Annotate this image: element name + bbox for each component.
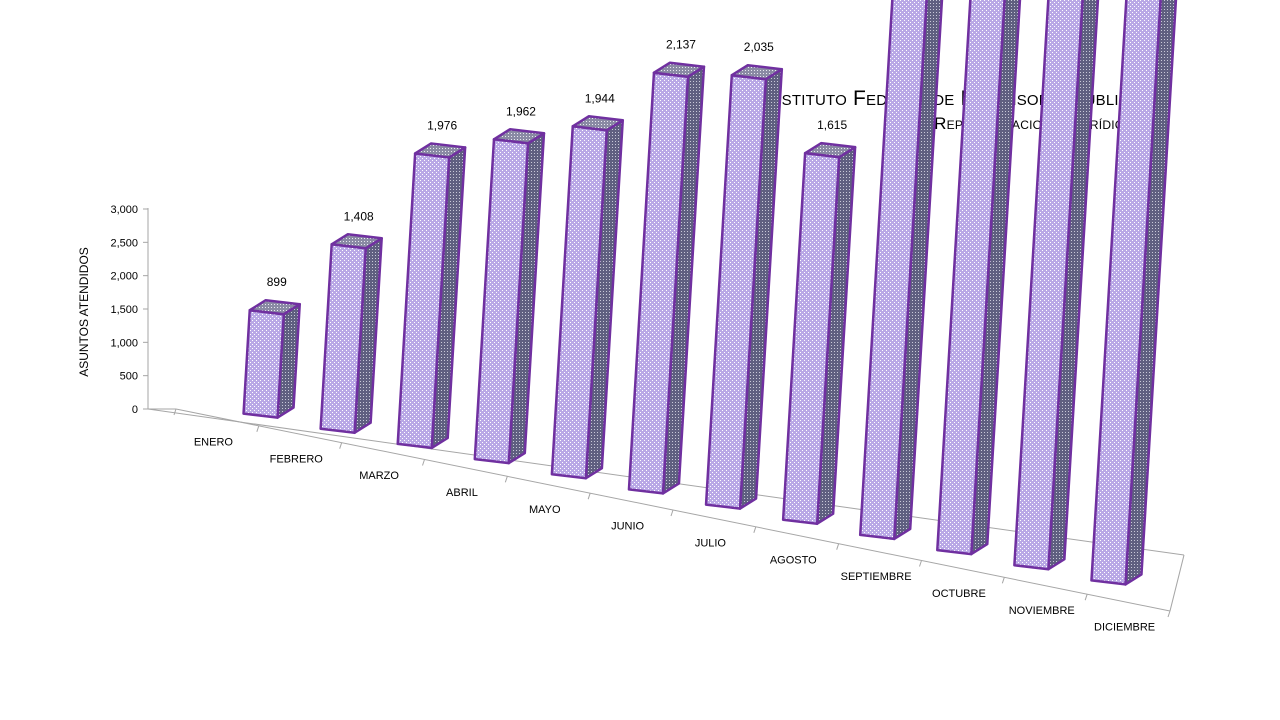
x-tick-label: NOVIEMBRE	[1009, 605, 1075, 617]
floor-edge-line	[1169, 554, 1185, 612]
bar	[627, 61, 706, 495]
bar-top-face	[571, 115, 625, 132]
x-tick-mark	[504, 476, 508, 483]
x-tick-mark	[919, 560, 922, 567]
x-tick-label: MARZO	[359, 470, 399, 482]
x-tick-label: FEBRERO	[270, 453, 324, 465]
y-axis-line	[147, 208, 176, 410]
bar-value-label: 1,408	[344, 209, 374, 223]
x-tick-label: OCTUBRE	[932, 588, 986, 600]
x-tick-label: MAYO	[529, 504, 561, 516]
y-tick-label: 2,000	[110, 271, 138, 283]
x-tick-label: DICIEMBRE	[1094, 622, 1155, 634]
y-tick-label: 3,000	[110, 204, 138, 216]
bar-top-face	[330, 233, 383, 250]
x-tick-label: ABRIL	[446, 487, 478, 499]
x-tick-label: ENERO	[194, 436, 234, 448]
x-tick-label: SEPTIEMBRE	[841, 571, 912, 583]
bar	[704, 63, 784, 510]
x-tick-mark	[1167, 610, 1171, 618]
bar	[858, 0, 944, 541]
bar-front-face	[1013, 0, 1084, 571]
bar-value-label: 2,035	[744, 40, 774, 54]
bar-value-label: 1,962	[506, 104, 536, 118]
bar-value-label: 1,944	[585, 91, 615, 105]
bar	[242, 298, 301, 419]
bar-top-face	[492, 128, 546, 145]
bar	[396, 142, 467, 450]
bar-top-face	[803, 141, 857, 159]
x-tick-mark	[836, 543, 840, 550]
y-tick-label: 1,000	[110, 337, 138, 349]
bar-front-face	[1090, 0, 1162, 586]
bar-front-face	[242, 308, 285, 419]
x-tick-mark	[339, 442, 343, 449]
x-tick-mark	[256, 425, 260, 432]
bar-front-face	[858, 0, 928, 541]
x-tick-label: AGOSTO	[770, 554, 817, 566]
bar-value-label: 899	[267, 275, 287, 289]
bar	[1090, 0, 1178, 586]
bar	[781, 141, 857, 525]
x-tick-mark	[670, 509, 674, 517]
bar	[473, 128, 546, 465]
bar	[936, 0, 1022, 556]
bar	[1013, 0, 1100, 571]
x-tick-mark	[422, 459, 425, 466]
x-tick-mark	[1084, 594, 1088, 601]
x-tick-mark	[753, 526, 757, 533]
x-tick-mark	[1001, 577, 1005, 584]
bar-top-face	[413, 142, 467, 159]
bar	[550, 115, 625, 480]
x-tick-mark	[587, 493, 591, 500]
bar-value-label: 2,137	[666, 38, 696, 52]
bar-top-face	[730, 63, 784, 81]
x-tick-mark	[173, 408, 177, 416]
y-tick-label: 2,500	[110, 237, 138, 249]
bar-value-label: 1,976	[427, 118, 457, 132]
bar	[319, 233, 383, 434]
bar-top-face	[652, 61, 706, 78]
y-tick-label: 1,500	[110, 304, 138, 316]
bar-front-face	[936, 0, 1006, 556]
x-tick-label: JUNIO	[611, 521, 644, 533]
y-tick-label: 0	[132, 404, 138, 416]
x-tick-label: JULIO	[695, 537, 727, 549]
y-tick-label: 500	[120, 371, 138, 383]
bar-top-face	[248, 298, 301, 316]
bar-value-label: 1,615	[817, 118, 847, 132]
